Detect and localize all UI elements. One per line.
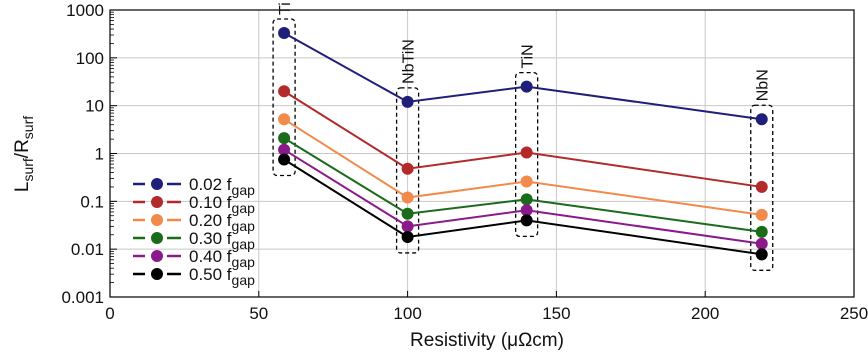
axes: 0 50 100 150 200 250 0.001 0.01 0.1 1 10 100 1000 (61, 1, 868, 323)
legend-item: 0.40 fgap (133, 247, 255, 270)
legend-marker (151, 178, 163, 190)
x-tick-label: 150 (542, 304, 570, 323)
data-point (401, 191, 414, 204)
x-tick-label: 50 (249, 304, 268, 323)
grid-layer (110, 10, 854, 297)
legend-marker (151, 196, 163, 208)
legend-label: 0.10 fgap (189, 193, 255, 216)
legend-item: 0.50 fgap (133, 265, 255, 288)
material-label: TiN (520, 44, 537, 68)
data-point (520, 214, 533, 227)
plot-frame (109, 9, 855, 298)
series-line (283, 137, 762, 233)
data-point (401, 207, 414, 220)
data-point (755, 208, 768, 221)
legend-label: 0.02 fgap (189, 175, 255, 198)
material-box (395, 87, 420, 254)
data-point (755, 113, 768, 126)
series (278, 153, 768, 261)
legend-item: 0.20 fgap (133, 211, 255, 234)
data-point (278, 143, 291, 156)
legend-marker (151, 214, 163, 226)
series (278, 143, 768, 250)
data-point (401, 220, 414, 233)
data-point (401, 230, 414, 243)
y-tick-label: 10 (85, 97, 104, 116)
data-point (401, 162, 414, 175)
data-point (520, 175, 533, 188)
series-line (283, 118, 762, 216)
x-axis-title: Resistivity (μΩcm) (410, 330, 564, 351)
data-point (520, 80, 533, 93)
y-tick-label: 0.001 (61, 288, 104, 307)
series (278, 27, 768, 126)
data-point (278, 27, 291, 40)
x-tick-label: 250 (840, 304, 868, 323)
x-tick-label: 100 (393, 304, 421, 323)
y-tick-label: 100 (76, 49, 104, 68)
series (278, 113, 768, 221)
x-tick-label: 0 (105, 304, 114, 323)
y-axis-title: Lsurf/Rsurf (12, 116, 36, 192)
data-point (755, 237, 768, 250)
material-labels: Ti NbTiN TiN NbN (277, 2, 772, 101)
material-label: NbN (755, 69, 772, 101)
series (278, 85, 768, 193)
legend-label: 0.50 fgap (189, 265, 255, 288)
series-line (283, 32, 762, 121)
series-line (283, 158, 762, 256)
legend-item: 0.02 fgap (133, 175, 255, 198)
data-point (755, 225, 768, 238)
legend-marker (151, 268, 163, 280)
material-box (750, 104, 774, 271)
data-point (278, 153, 291, 166)
data-point (401, 95, 414, 108)
series-line (283, 148, 762, 245)
material-box (514, 71, 539, 238)
data-point (278, 132, 291, 145)
legend-label: 0.30 fgap (189, 229, 255, 252)
series-layer (278, 27, 768, 261)
material-label: Ti (277, 2, 294, 15)
legend-label: 0.40 fgap (189, 247, 255, 270)
y-tick-label: 0.01 (71, 240, 104, 259)
data-point (755, 180, 768, 193)
legend-marker (151, 250, 163, 262)
y-tick-label: 1000 (66, 1, 104, 20)
material-label: NbTiN (401, 39, 418, 84)
data-point (520, 193, 533, 206)
data-point (520, 204, 533, 217)
data-point (278, 85, 291, 98)
legend-item: 0.30 fgap (133, 229, 255, 252)
y-tick-label: 1 (95, 145, 104, 164)
legend-item: 0.10 fgap (133, 193, 255, 216)
data-point (755, 248, 768, 261)
series (278, 132, 768, 238)
y-tick-label: 0.1 (80, 192, 104, 211)
legend-marker (151, 232, 163, 244)
data-point (278, 113, 291, 126)
data-point (520, 146, 533, 159)
series-line (283, 90, 762, 188)
legend-label: 0.20 fgap (189, 211, 255, 234)
x-tick-label: 200 (691, 304, 719, 323)
